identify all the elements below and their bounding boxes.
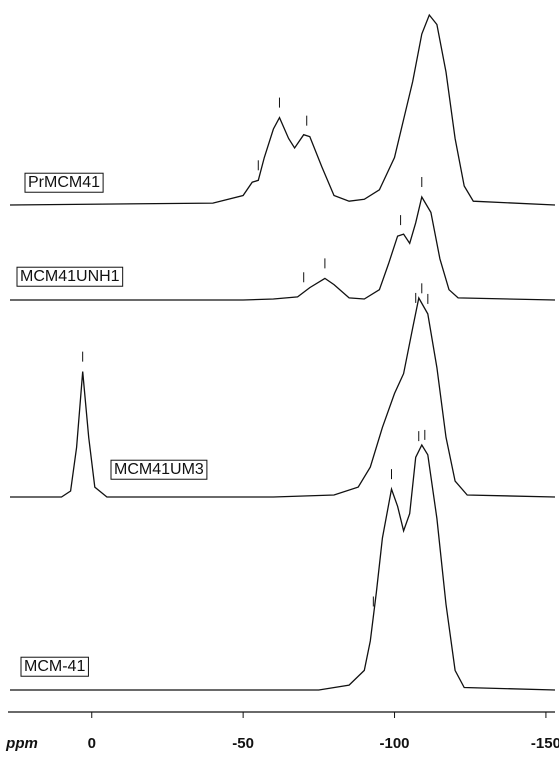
label-box — [110, 459, 208, 480]
x-tick-label: 0 — [88, 735, 96, 752]
label-box — [24, 172, 104, 193]
x-axis-label: ppm — [5, 735, 38, 752]
spectrum-line — [10, 296, 556, 498]
label-box — [16, 266, 124, 287]
label-box — [20, 656, 89, 677]
legend-label: MCM41UNH1 — [20, 268, 120, 285]
legend-label: MCM41UM3 — [114, 461, 204, 478]
spectrum-line — [10, 443, 556, 691]
spectrum-line — [9, 13, 556, 206]
legend-label: MCM-41 — [24, 658, 85, 675]
x-tick-label: -50 — [232, 735, 254, 752]
x-tick-label: -150 — [531, 735, 559, 752]
x-tick-label: -100 — [380, 735, 410, 752]
legend-label: PrMCM41 — [28, 174, 100, 191]
spectrum-line — [10, 195, 556, 301]
